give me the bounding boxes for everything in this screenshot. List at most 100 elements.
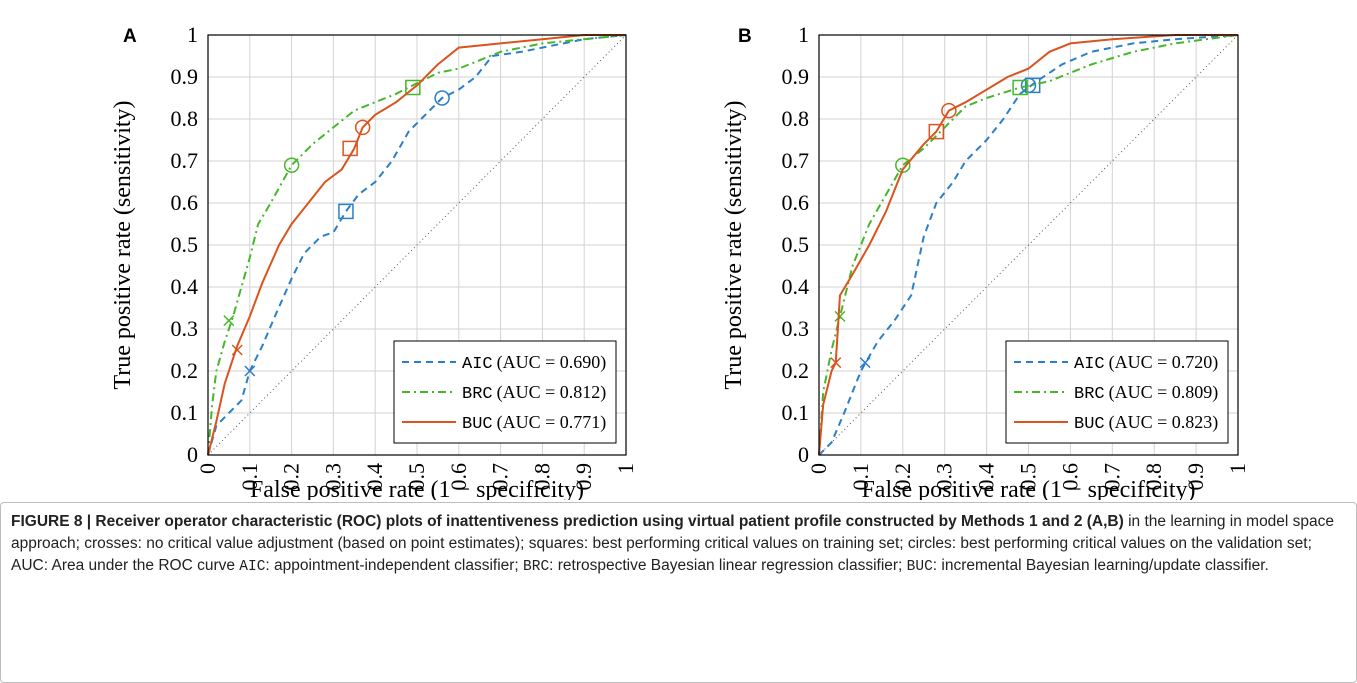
- square-marker: [342, 140, 358, 157]
- circle-marker: [895, 157, 911, 173]
- cross-marker: [244, 365, 256, 377]
- x-tick-label: 0.5: [1016, 463, 1041, 491]
- y-tick-label: 0.8: [171, 106, 199, 131]
- circle-marker: [1020, 77, 1037, 94]
- x-tick-label: 0.2: [279, 463, 304, 491]
- y-tick-label: 0: [187, 442, 198, 467]
- reference-diagonal: [818, 34, 1239, 456]
- caption-text: : retrospective Bayesian linear regressi…: [549, 557, 907, 574]
- legend-name: AIC: [1074, 355, 1105, 374]
- y-tick-label: 0.3: [782, 316, 810, 341]
- x-tick-label: 0.5: [404, 463, 429, 491]
- caption-text: FIGURE 8 | Receiver operator characteris…: [11, 513, 1124, 530]
- plot-frame: [207, 34, 627, 456]
- y-tick-label: 0.6: [782, 190, 810, 215]
- legend-entry: BRC (AUC = 0.812): [462, 382, 606, 404]
- circle-marker: [283, 157, 300, 173]
- caption-text: : incremental Bayesian learning/update c…: [932, 557, 1269, 574]
- y-tick-label: 0.1: [782, 400, 810, 425]
- y-axis-label: True positive rate (sensitivity): [721, 100, 747, 389]
- circle-marker: [941, 102, 957, 119]
- y-tick-label: 0.4: [782, 274, 810, 299]
- roc-curve: [207, 34, 626, 456]
- y-tick-label: 0: [798, 442, 809, 467]
- x-axis-label: False positive rate (1 − specificity): [861, 477, 1195, 500]
- y-tick-label: 0.7: [171, 148, 199, 173]
- reference-diagonal: [207, 34, 627, 456]
- roc-curve: [818, 34, 1238, 456]
- panel-label: A: [123, 26, 137, 47]
- y-tick-label: 0.9: [171, 64, 199, 89]
- square-marker: [928, 123, 945, 140]
- y-tick-label: 0.7: [782, 148, 810, 173]
- figure: 0 0.1 0.2 0.3 0.4 0.5 0.6 0.7 0.8 0.9 1 0 0.1 0.2 0.3 0…: [110, 22, 1250, 500]
- y-tick-label: 1: [798, 22, 809, 47]
- legend-entry: AIC (AUC = 0.720): [1074, 352, 1218, 374]
- x-tick-label: 0.2: [890, 463, 915, 491]
- panel-label: B: [738, 26, 752, 47]
- y-tick-label: 0.5: [782, 232, 810, 257]
- legend-name: BRC: [1074, 385, 1105, 404]
- x-tick-label: 0.4: [362, 463, 387, 491]
- y-tick-label: 1: [187, 22, 198, 47]
- cross-marker: [834, 310, 846, 322]
- cross-marker: [223, 315, 235, 327]
- cross-marker: [830, 357, 842, 369]
- legend-box: [393, 340, 617, 444]
- cross-marker: [859, 357, 871, 369]
- legend-note: (AUC = 0.812): [497, 382, 607, 403]
- square-marker: [338, 203, 354, 220]
- y-tick-label: 0.8: [782, 106, 810, 131]
- x-tick-label: 0.9: [1183, 463, 1208, 491]
- x-axis-label: False positive rate (1 − specificity): [250, 477, 584, 500]
- circle-marker: [354, 119, 371, 136]
- roc-curve: [207, 34, 627, 456]
- square-marker: [1012, 79, 1028, 96]
- circle-marker: [434, 90, 450, 106]
- x-tick-label: 0.9: [571, 463, 596, 491]
- x-tick-label: 0.3: [932, 463, 957, 491]
- legend-name: BRC: [462, 385, 493, 404]
- legend-box: [1005, 340, 1229, 444]
- caption-text: BUC: [906, 559, 933, 575]
- legend-name: BUC: [462, 415, 493, 434]
- legend-note: (AUC = 0.771): [497, 412, 607, 433]
- legend-entry: BRC (AUC = 0.809): [1074, 382, 1218, 404]
- x-tick-label: 0.6: [1057, 463, 1082, 491]
- y-tick-label: 0.6: [171, 190, 199, 215]
- cross-marker: [231, 344, 243, 356]
- x-tick-label: 0.7: [1099, 463, 1124, 491]
- legend-name: AIC: [462, 355, 493, 374]
- legend-note: (AUC = 0.823): [1109, 412, 1219, 433]
- x-tick-label: 0.1: [237, 463, 262, 491]
- x-tick-label: 0.4: [974, 463, 999, 491]
- y-tick-label: 0.2: [171, 358, 199, 383]
- legend-note: (AUC = 0.690): [497, 352, 607, 373]
- square-marker: [405, 79, 421, 96]
- y-axis-label: True positive rate (sensitivity): [110, 100, 136, 389]
- y-tick-label: 0.1: [171, 400, 199, 425]
- y-tick-label: 0.9: [782, 64, 810, 89]
- x-tick-label: 0: [806, 463, 831, 474]
- x-tick-label: 0: [195, 463, 220, 474]
- legend-note: (AUC = 0.809): [1109, 382, 1219, 403]
- plot-frame: [818, 34, 1239, 456]
- x-tick-label: 0.8: [1141, 463, 1166, 491]
- x-tick-label: 0.7: [488, 463, 513, 491]
- legend-note: (AUC = 0.720): [1109, 352, 1219, 373]
- x-tick-label: 0.1: [848, 463, 873, 491]
- x-tick-label: 1: [613, 463, 638, 474]
- caption: FIGURE 8 | Receiver operator characteris…: [0, 502, 1357, 683]
- roc-curve: [818, 34, 1239, 456]
- x-tick-label: 0.8: [529, 463, 554, 491]
- x-tick-label: 0.3: [320, 463, 345, 491]
- legend-entry: AIC (AUC = 0.690): [462, 352, 606, 374]
- caption-text: BRC: [523, 559, 550, 575]
- caption-text: in the learning in model space approach;…: [11, 513, 1335, 574]
- caption-text: : appointment-independent classifier;: [265, 557, 524, 574]
- legend-entry: BUC (AUC = 0.771): [462, 412, 606, 434]
- legend-entry: BUC (AUC = 0.823): [1074, 412, 1218, 434]
- y-tick-label: 0.3: [171, 316, 199, 341]
- y-tick-label: 0.4: [171, 274, 199, 299]
